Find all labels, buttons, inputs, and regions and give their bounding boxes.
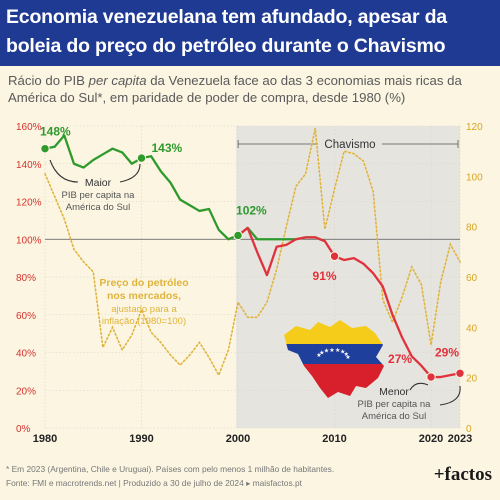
map-star-7: ★: [345, 354, 350, 361]
title-line-2: boleia do preço do petróleo durante o Ch…: [6, 35, 446, 57]
brand-logo: +factos: [433, 464, 492, 485]
annotation-menor-arrow-2: [439, 385, 461, 406]
chavismo-label: Chavismo: [324, 139, 375, 151]
right-tick-label-20: 20: [466, 374, 478, 385]
annotation-maior-arrow: [49, 159, 79, 183]
right-tick-label-40: 40: [466, 323, 478, 334]
point-marker-2010: [329, 251, 340, 261]
annotation-oil-line-1: Preço do petróleo: [99, 277, 188, 289]
left-tick-label-100: 100%: [16, 235, 42, 246]
map-star-0: ★: [316, 352, 321, 359]
map-star-1: ★: [319, 349, 324, 356]
point-marker-2023: [455, 368, 465, 378]
value-label-1990: 143%: [152, 141, 183, 155]
subtitle-part-2: da Venezuela face ao das 3 economias mai…: [8, 73, 462, 105]
right-tick-label-0: 0: [466, 424, 472, 435]
map-star-2: ★: [324, 348, 329, 355]
subtitle-part-1: Rácio do PIB: [8, 73, 89, 88]
annotation-menor-title: Menor: [379, 386, 409, 398]
value-label-2010: 91%: [313, 269, 337, 283]
x-tick-label-2000: 2000: [226, 433, 250, 445]
footnote: * Em 2023 (Argentina, Chile e Uruguai). …: [6, 464, 335, 474]
left-tick-label-80: 80%: [16, 273, 36, 284]
annotation-menor-arrow: [409, 382, 429, 391]
value-label-2020: 27%: [388, 352, 412, 366]
oil-price-line: [44, 128, 461, 378]
x-tick-label-2010: 2010: [322, 433, 346, 445]
point-marker-2000: [233, 230, 243, 241]
annotation-maior-arrow-2: [119, 163, 141, 183]
annotation-maior-line-2: América do Sul: [66, 202, 130, 213]
left-tick-label-140: 140%: [16, 160, 42, 171]
left-tick-label-60: 60%: [16, 311, 36, 322]
value-label-2000: 102%: [236, 203, 267, 217]
right-tick-label-60: 60: [466, 273, 478, 284]
title-bar: Economia venezuelana tem afundado, apesa…: [0, 0, 500, 66]
x-tick-label-1990: 1990: [129, 433, 153, 445]
annotation-oil-line-3: ajustado para a: [111, 304, 177, 315]
gdp-ratio-line-red: [237, 226, 461, 379]
map-blue-band: [284, 344, 384, 364]
point-marker-1990: [136, 153, 147, 163]
left-tick-label-120: 120%: [16, 198, 42, 209]
right-tick-label-80: 80: [466, 223, 478, 234]
left-tick-label-0: 0%: [16, 424, 31, 435]
x-tick-label-2023: 2023: [448, 433, 472, 445]
right-tick-label-100: 100: [466, 172, 483, 183]
chart-subtitle: Rácio do PIB per capita da Venezuela fac…: [8, 72, 496, 106]
x-tick-label-1980: 1980: [33, 433, 57, 445]
map-star-5: ★: [340, 349, 345, 356]
source-note: Fonte: FMI e macrotrends.net | Produzido…: [6, 478, 302, 488]
map-star-4: ★: [335, 347, 340, 354]
annotation-maior-title: Maior: [85, 177, 112, 189]
right-tick-label-120: 120: [466, 122, 483, 133]
gdp-ratio-line-green: [44, 134, 326, 243]
value-label-1980: 148%: [40, 125, 71, 139]
value-label-2023: 29%: [435, 345, 459, 359]
annotation-maior-line-1: PIB per capita na: [62, 190, 136, 201]
left-tick-label-160: 160%: [16, 122, 42, 133]
chavismo-label-bg: [318, 136, 382, 152]
map-star-6: ★: [344, 351, 349, 358]
left-tick-label-20: 20%: [16, 386, 36, 397]
point-marker-2020: [426, 372, 436, 382]
annotation-menor-line-2: América do Sul: [362, 411, 426, 422]
x-tick-label-2020: 2020: [419, 433, 443, 445]
point-marker-1980: [40, 143, 50, 154]
left-tick-label-40: 40%: [16, 349, 36, 360]
map-star-3: ★: [329, 347, 334, 354]
annotation-menor-line-1: PIB per capita na: [358, 399, 432, 410]
subtitle-emphasis: per capita: [88, 73, 147, 88]
annotation-oil-line-2: nos mercados,: [107, 290, 181, 302]
title-line-1: Economia venezuelana tem afundado, apesa…: [6, 6, 447, 28]
annotation-oil-line-4: inflação (1980=100): [102, 316, 186, 327]
